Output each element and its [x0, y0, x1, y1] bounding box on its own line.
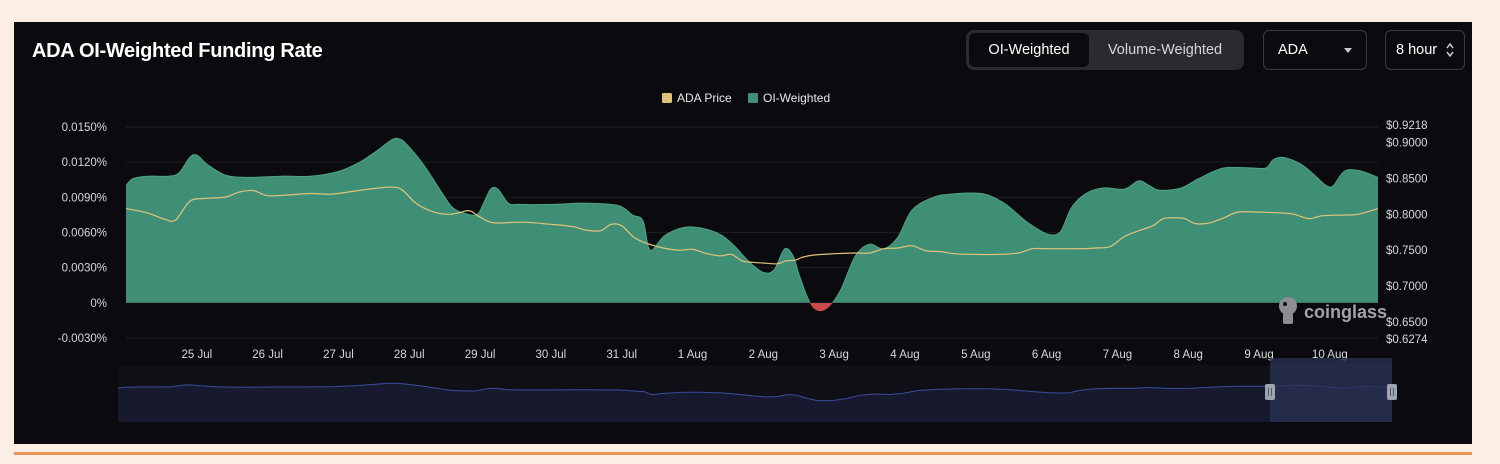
- navigator-handle[interactable]: [1265, 384, 1275, 400]
- x-tick-label: 27 Jul: [323, 349, 354, 361]
- x-tick-label: 6 Aug: [1032, 349, 1061, 361]
- funding-negative-area: [809, 302, 833, 312]
- y-left-tick-label: 0.0120%: [62, 157, 107, 169]
- weighting-toggle: OI-Weighted Volume-Weighted: [966, 30, 1244, 70]
- y-right-tick-label: $0.6500: [1386, 317, 1428, 329]
- x-tick-label: 8 Aug: [1174, 349, 1203, 361]
- y-axis-left: 0.0150% 0.0120% 0.0090% 0.0060% 0.0030% 0% -0.…: [58, 122, 107, 345]
- x-tick-label: 4 Aug: [890, 349, 919, 361]
- up-down-arrows-icon: [1446, 42, 1454, 58]
- watermark: coinglass: [1279, 297, 1387, 324]
- y-left-tick-label: -0.0030%: [58, 333, 107, 345]
- x-axis: 25 Jul 26 Jul 27 Jul 28 Jul 29 Jul 30 Jul 31 J…: [181, 349, 1347, 361]
- interval-select[interactable]: 8 hour: [1385, 30, 1465, 70]
- y-left-tick-label: 0%: [90, 298, 107, 310]
- x-tick-label: 30 Jul: [536, 349, 567, 361]
- asset-select[interactable]: ADA: [1263, 30, 1367, 70]
- y-right-tick-label: $0.9218: [1386, 120, 1428, 132]
- legend-swatch: [748, 93, 758, 103]
- y-left-tick-label: 0.0090%: [62, 192, 107, 204]
- navigator-handle[interactable]: [1387, 384, 1397, 400]
- asset-select-value: ADA: [1278, 42, 1308, 58]
- y-right-tick-label: $0.7500: [1386, 245, 1428, 257]
- ada-price-line: [125, 186, 1379, 265]
- interval-select-value: 8 hour: [1396, 42, 1438, 58]
- navigator-selection: [1270, 358, 1392, 422]
- funding-positive-area: [126, 138, 1378, 303]
- oi-weighted-area: [125, 137, 1379, 312]
- x-tick-label: 9 Aug: [1244, 349, 1273, 361]
- y-right-tick-label: $0.8500: [1386, 173, 1428, 185]
- y-right-tick-label: $0.7000: [1386, 281, 1428, 293]
- chevron-down-icon: [1344, 48, 1352, 53]
- x-tick-label: 28 Jul: [394, 349, 425, 361]
- y-left-tick-label: 0.0030%: [62, 263, 107, 275]
- y-left-tick-label: 0.0060%: [62, 228, 107, 240]
- y-right-tick-label: $0.6274: [1386, 334, 1428, 346]
- x-tick-label: 26 Jul: [252, 349, 283, 361]
- x-tick-label: 2 Aug: [749, 349, 778, 361]
- y-right-tick-label: $0.9000: [1386, 138, 1428, 150]
- funding-series-line: [125, 137, 1379, 303]
- x-tick-label: 7 Aug: [1103, 349, 1132, 361]
- x-tick-label: 29 Jul: [465, 349, 496, 361]
- y-left-tick-label: 0.0150%: [62, 122, 107, 134]
- legend-label: OI-Weighted: [763, 91, 830, 105]
- tab-volume-weighted[interactable]: Volume-Weighted: [1107, 42, 1223, 58]
- legend: ADA Price OI-Weighted: [662, 91, 830, 105]
- watermark-text: coinglass: [1304, 302, 1387, 322]
- accent-divider: [14, 452, 1472, 455]
- tab-oi-weighted[interactable]: OI-Weighted: [969, 33, 1089, 67]
- y-axis-right: $0.9218 $0.9000 $0.8500 $0.8000 $0.7500 $0.70…: [1386, 120, 1428, 346]
- coinglass-logo-icon: [1279, 297, 1297, 324]
- x-tick-label: 3 Aug: [819, 349, 848, 361]
- y-right-tick-label: $0.8000: [1386, 209, 1428, 221]
- x-tick-label: 5 Aug: [961, 349, 990, 361]
- price-series-line: [125, 186, 1379, 265]
- x-tick-label: 31 Jul: [606, 349, 637, 361]
- legend-swatch: [662, 93, 672, 103]
- navigator-area: [118, 383, 1392, 422]
- navigator-line: [117, 382, 1393, 402]
- page-title: ADA OI-Weighted Funding Rate: [32, 40, 323, 62]
- x-tick-label: 1 Aug: [678, 349, 707, 361]
- range-navigator[interactable]: [117, 358, 1397, 422]
- legend-label: ADA Price: [677, 91, 732, 105]
- x-tick-label: 25 Jul: [181, 349, 212, 361]
